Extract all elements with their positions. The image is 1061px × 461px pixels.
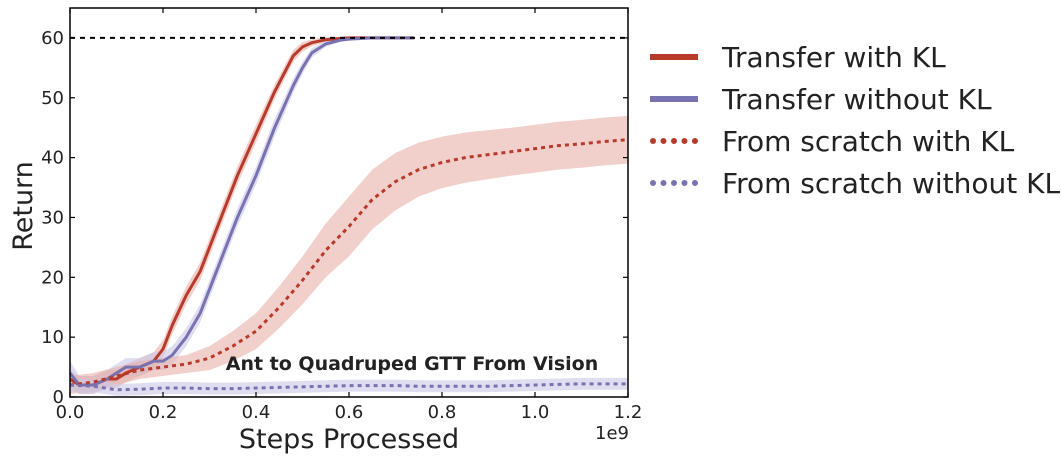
legend-item: Transfer with KL <box>650 36 1060 78</box>
legend-label: Transfer with KL <box>722 40 946 74</box>
y-tick-label: 10 <box>41 327 64 348</box>
x-tick-label: 0.6 <box>335 402 364 423</box>
x-tick-label: 1.0 <box>521 402 550 423</box>
x-tick-label: 1.2 <box>614 402 643 423</box>
x-tick-label: 0.2 <box>149 402 178 423</box>
band-series-2 <box>70 115 628 395</box>
legend-swatch <box>650 138 698 144</box>
legend-label: Transfer without KL <box>722 82 992 116</box>
chart-title: Ant to Quadruped GTT From Vision <box>226 353 599 375</box>
y-tick-label: 30 <box>41 207 64 228</box>
y-tick-label: 0 <box>53 387 64 408</box>
x-tick-label: 0.0 <box>56 402 85 423</box>
legend-swatch <box>650 180 698 186</box>
legend-item: From scratch with KL <box>650 120 1060 162</box>
legend-label: From scratch with KL <box>722 124 1015 158</box>
line-series-3 <box>69 382 628 392</box>
y-axis-label: Return <box>8 161 39 251</box>
y-axis: 0 10 20 30 40 50 60 <box>41 28 628 408</box>
legend-label: From scratch without KL <box>722 166 1061 200</box>
line-series-1 <box>68 36 415 387</box>
confidence-bands <box>70 36 628 396</box>
band-series-3 <box>70 377 628 396</box>
y-tick-label: 50 <box>41 88 64 109</box>
x-axis: 0.0 0.2 0.4 0.6 0.8 1.0 1.2 <box>56 8 643 423</box>
x-axis-label: Steps Processed <box>239 424 459 455</box>
legend: Transfer with KL Transfer without KL From … <box>650 36 1060 204</box>
series-lines <box>68 36 629 392</box>
legend-item: From scratch without KL <box>650 162 1060 204</box>
line-series-2 <box>69 138 629 387</box>
y-tick-label: 40 <box>41 148 64 169</box>
legend-item: Transfer without KL <box>650 78 1060 120</box>
x-axis-multiplier: 1e9 <box>595 423 629 444</box>
legend-swatch <box>650 54 698 60</box>
band-series-1 <box>70 37 415 395</box>
y-tick-label: 60 <box>41 28 64 49</box>
x-tick-label: 0.8 <box>428 402 457 423</box>
legend-swatch <box>650 96 698 102</box>
x-tick-label: 0.4 <box>242 402 271 423</box>
line-series-0 <box>69 36 415 387</box>
y-tick-label: 20 <box>41 267 64 288</box>
